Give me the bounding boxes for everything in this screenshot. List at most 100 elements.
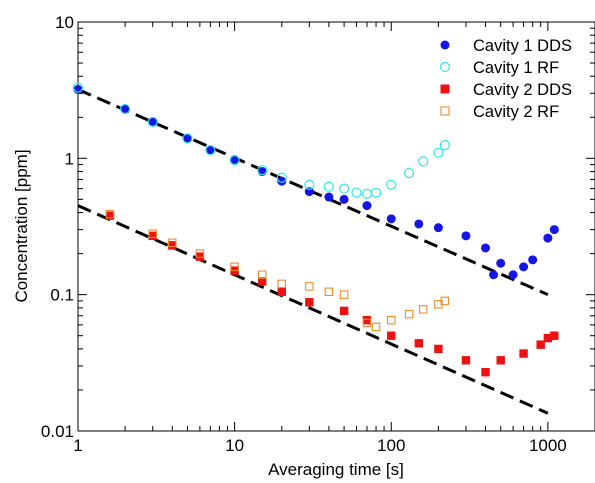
axes: 1 10 100 1000 0.01 0.1 1 10 <box>41 13 595 455</box>
data-point <box>277 279 287 289</box>
legend-label: Cavity 1 RF <box>473 59 559 77</box>
legend-label: Cavity 2 RF <box>473 103 559 121</box>
data-points <box>72 82 559 377</box>
y-tick-label: 10 <box>55 13 74 32</box>
data-point <box>229 155 240 166</box>
data-point <box>182 133 193 144</box>
data-point <box>404 309 414 319</box>
data-point <box>339 194 349 204</box>
data-point <box>439 140 450 151</box>
data-point <box>519 262 529 272</box>
data-point <box>120 104 130 114</box>
data-point <box>168 238 177 248</box>
data-point <box>205 144 216 156</box>
plot-frame <box>77 21 595 432</box>
x-axis-label: Averaging time [s] <box>268 460 404 479</box>
data-point <box>305 298 314 307</box>
data-point <box>324 192 334 202</box>
legend-marker <box>440 40 450 50</box>
data-point <box>496 258 506 268</box>
data-point <box>386 214 396 224</box>
data-point <box>370 187 382 198</box>
data-point <box>105 211 115 220</box>
data-point <box>323 181 335 192</box>
data-point <box>147 116 158 128</box>
series-3 <box>105 211 559 377</box>
legend-label: Cavity 1 DDS <box>473 37 572 55</box>
data-point <box>362 201 372 211</box>
series-4 <box>105 209 450 332</box>
series-2 <box>72 82 450 199</box>
data-point <box>386 179 397 190</box>
data-point <box>195 249 205 258</box>
data-point <box>105 209 115 219</box>
legend-marker <box>440 84 450 94</box>
data-point <box>403 167 415 179</box>
data-point <box>338 183 350 194</box>
data-point <box>120 103 131 115</box>
data-point <box>528 255 538 265</box>
data-point <box>508 270 518 280</box>
data-point <box>257 164 268 176</box>
data-point <box>549 225 559 235</box>
data-point <box>414 339 424 348</box>
data-point <box>305 282 314 291</box>
data-point <box>550 331 559 340</box>
data-point <box>304 179 315 190</box>
data-point <box>481 243 491 253</box>
data-point <box>148 231 157 241</box>
x-tick-label: 1 <box>73 436 82 455</box>
data-point <box>339 290 349 299</box>
data-point <box>195 252 205 261</box>
data-point <box>277 176 287 186</box>
data-point <box>168 241 177 250</box>
data-point <box>434 344 443 354</box>
data-point <box>543 233 553 243</box>
data-point <box>481 367 490 377</box>
data-point <box>72 82 84 93</box>
data-point <box>418 305 428 314</box>
data-point <box>339 306 349 316</box>
data-point <box>418 156 429 167</box>
data-point <box>182 133 192 143</box>
data-point <box>205 145 215 155</box>
data-point <box>414 219 424 229</box>
data-point <box>304 187 314 197</box>
data-point <box>496 356 505 365</box>
data-point <box>361 188 373 199</box>
data-point <box>461 356 471 365</box>
data-point <box>362 318 372 328</box>
legend-marker <box>439 61 451 73</box>
data-point <box>230 155 240 165</box>
data-point <box>489 270 499 280</box>
fit-lines <box>77 88 549 415</box>
data-point <box>371 322 381 332</box>
y-tick-label: 0.01 <box>41 422 74 441</box>
data-point <box>277 287 286 296</box>
data-point <box>276 172 287 183</box>
data-point <box>543 333 553 343</box>
data-point <box>362 315 372 325</box>
data-point <box>536 340 545 349</box>
legend-label: Cavity 2 DDS <box>473 81 572 99</box>
data-point <box>519 349 528 358</box>
legend-marker <box>440 106 450 116</box>
series-1 <box>73 84 559 280</box>
y-tick-label: 1 <box>65 149 74 168</box>
data-point <box>351 187 362 198</box>
data-point <box>461 231 471 241</box>
data-point <box>148 229 157 238</box>
x-tick-label: 1000 <box>529 436 567 455</box>
y-axis-label: Concentration [ppm] <box>12 149 31 302</box>
legend: Cavity 1 DDS Cavity 1 RF Cavity 2 DDS Cavit… <box>439 37 572 121</box>
data-point <box>440 296 450 306</box>
fit-line-2 <box>77 204 549 415</box>
data-point <box>257 270 267 279</box>
data-point <box>230 262 239 272</box>
x-tick-label: 10 <box>225 436 244 455</box>
x-tick-label: 100 <box>377 436 405 455</box>
y-tick-label: 0.1 <box>50 286 74 305</box>
data-point <box>433 223 443 233</box>
data-point <box>148 117 158 127</box>
